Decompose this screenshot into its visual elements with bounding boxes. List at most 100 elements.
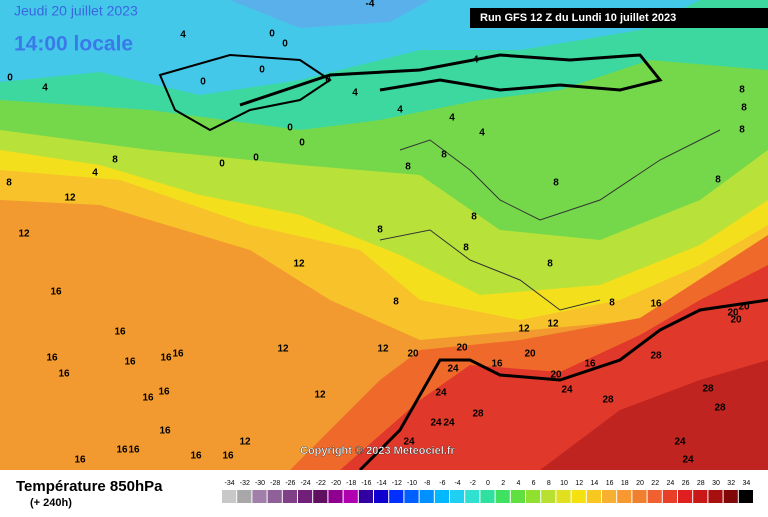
scale-swatch bbox=[602, 490, 617, 503]
scale-swatch bbox=[389, 490, 404, 503]
scale-label: 14 bbox=[591, 480, 599, 487]
scale-swatch bbox=[313, 490, 328, 503]
scale-swatch bbox=[358, 490, 373, 503]
scale-swatch bbox=[450, 490, 465, 503]
scale-label: -12 bbox=[392, 480, 402, 487]
scale-swatch bbox=[282, 490, 297, 503]
contour-label: 0 bbox=[299, 138, 305, 149]
run-box bbox=[470, 8, 768, 28]
contour-label: 12 bbox=[377, 344, 389, 355]
scale-label: 30 bbox=[712, 480, 720, 487]
scale-label: -2 bbox=[470, 480, 476, 487]
contour-label: 16 bbox=[50, 287, 62, 298]
contour-label: 16 bbox=[491, 359, 503, 370]
contour-label: 16 bbox=[190, 451, 202, 462]
contour-label: 20 bbox=[456, 343, 468, 354]
contour-label: 20 bbox=[524, 349, 536, 360]
scale-label: -6 bbox=[439, 480, 445, 487]
contour-label: -4 bbox=[366, 0, 375, 10]
scale-swatch bbox=[662, 490, 677, 503]
contour-label: 8 bbox=[441, 150, 447, 161]
scale-swatch bbox=[267, 490, 282, 503]
contour-label: 8 bbox=[463, 243, 469, 254]
scale-label: 12 bbox=[575, 480, 583, 487]
contour-label: 12 bbox=[239, 437, 251, 448]
contour-label: 8 bbox=[377, 225, 383, 236]
copyright: Copyright © 2023 Meteociel.fr bbox=[300, 445, 456, 457]
scale-swatch bbox=[617, 490, 632, 503]
scale-swatch bbox=[465, 490, 480, 503]
contour-label: 0 bbox=[7, 73, 13, 84]
scale-swatch bbox=[404, 490, 419, 503]
contour-label: 20 bbox=[550, 370, 562, 381]
scale-label: 2 bbox=[501, 480, 505, 487]
contour-label: 24 bbox=[674, 437, 686, 448]
scale-swatch bbox=[495, 490, 510, 503]
contour-label: 16 bbox=[158, 387, 170, 398]
scale-label: 18 bbox=[621, 480, 629, 487]
contour-label: 16 bbox=[160, 353, 172, 364]
scale-label: 24 bbox=[667, 480, 675, 487]
contour-label: 28 bbox=[714, 403, 726, 414]
scale-label: 16 bbox=[606, 480, 614, 487]
scale-swatch bbox=[480, 490, 495, 503]
scale-label: 28 bbox=[697, 480, 705, 487]
contour-label: 28 bbox=[702, 384, 714, 395]
scale-label: -28 bbox=[270, 480, 280, 487]
scale-label: -20 bbox=[331, 480, 341, 487]
contour-label: 12 bbox=[277, 344, 289, 355]
scale-swatch bbox=[571, 490, 586, 503]
contour-label: 4 bbox=[42, 83, 48, 94]
run-info: Run GFS 12 Z du Lundi 10 juillet 2023 bbox=[480, 12, 676, 24]
contour-label: -4 bbox=[470, 55, 479, 66]
contour-label: 8 bbox=[112, 155, 118, 166]
contour-label: 24 bbox=[561, 385, 573, 396]
contour-label: 16 bbox=[116, 445, 128, 456]
scale-swatch bbox=[586, 490, 601, 503]
scale-swatch bbox=[222, 490, 237, 503]
contour-label: 16 bbox=[114, 327, 126, 338]
contour-label: 4 bbox=[397, 105, 403, 116]
scale-label: -22 bbox=[316, 480, 326, 487]
contour-label: 16 bbox=[142, 393, 154, 404]
scale-swatch bbox=[298, 490, 313, 503]
scale-label: -34 bbox=[225, 480, 235, 487]
contour-label: 4 bbox=[180, 30, 186, 41]
contour-label: 20 bbox=[407, 349, 419, 360]
contour-label: 24 bbox=[435, 388, 447, 399]
scale-label: -18 bbox=[346, 480, 356, 487]
scale-swatch bbox=[738, 490, 753, 503]
scale-label: -14 bbox=[377, 480, 387, 487]
contour-label: 28 bbox=[602, 395, 614, 406]
contour-label: 8 bbox=[405, 162, 411, 173]
contour-label: 8 bbox=[609, 298, 615, 309]
contour-label: 24 bbox=[430, 418, 442, 429]
contour-label: 0 bbox=[253, 153, 259, 164]
scale-label: -16 bbox=[361, 480, 371, 487]
contour-label: 0 bbox=[287, 123, 293, 134]
contour-label: 8 bbox=[471, 212, 477, 223]
scale-swatch bbox=[556, 490, 571, 503]
contour-label: 24 bbox=[443, 418, 455, 429]
scale-label: -24 bbox=[301, 480, 311, 487]
contour-label: 12 bbox=[18, 229, 30, 240]
temperature-field bbox=[0, 0, 768, 472]
contour-label: 8 bbox=[547, 259, 553, 270]
scale-label: -4 bbox=[454, 480, 460, 487]
footer-subtitle: (+ 240h) bbox=[30, 497, 72, 509]
scale-swatch bbox=[237, 490, 252, 503]
contour-label: 4 bbox=[479, 128, 485, 139]
contour-label: 0 bbox=[282, 39, 288, 50]
contour-label: 16 bbox=[222, 451, 234, 462]
contour-label: 8 bbox=[741, 103, 747, 114]
contour-label: 0 bbox=[269, 29, 275, 40]
contour-label: 20 bbox=[738, 302, 750, 313]
header-time: 14:00 locale bbox=[14, 33, 133, 56]
contour-label: 0 bbox=[325, 75, 331, 86]
contour-label: 16 bbox=[124, 357, 136, 368]
scale-swatch bbox=[647, 490, 662, 503]
contour-label: 20 bbox=[727, 308, 739, 319]
contour-label: 16 bbox=[584, 359, 596, 370]
contour-label: 4 bbox=[352, 88, 358, 99]
